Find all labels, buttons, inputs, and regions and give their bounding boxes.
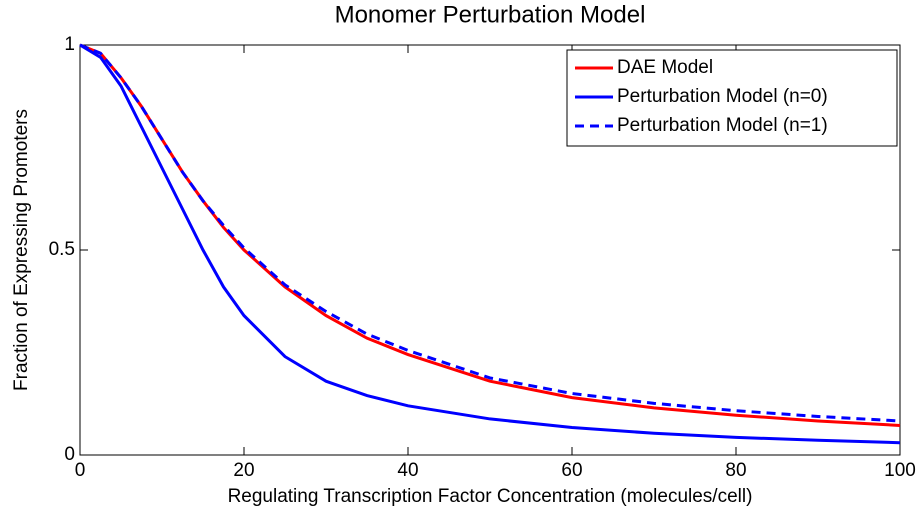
- y-tick-label: 0: [64, 444, 75, 465]
- y-tick-label: 0.5: [49, 239, 75, 260]
- series-line: [79, 43, 901, 445]
- x-tick-label: 80: [725, 460, 746, 481]
- legend-label: Perturbation Model (n=0): [617, 86, 828, 107]
- x-tick-label: 100: [884, 460, 916, 481]
- x-tick-label: 40: [397, 460, 418, 481]
- chart-title: Monomer Perturbation Model: [335, 1, 646, 28]
- x-tick-label: 60: [561, 460, 582, 481]
- y-axis-label: Fraction of Expressing Promoters: [11, 109, 32, 391]
- series-line: [79, 43, 901, 427]
- x-tick-label: 0: [75, 460, 86, 481]
- x-tick-label: 20: [233, 460, 254, 481]
- series-line: [79, 43, 901, 423]
- y-tick-label: 1: [64, 34, 75, 55]
- legend-label: Perturbation Model (n=1): [617, 115, 828, 136]
- legend-box: [566, 49, 898, 147]
- legend-label: DAE Model: [617, 57, 713, 78]
- x-axis-label: Regulating Transcription Factor Concentr…: [228, 486, 753, 507]
